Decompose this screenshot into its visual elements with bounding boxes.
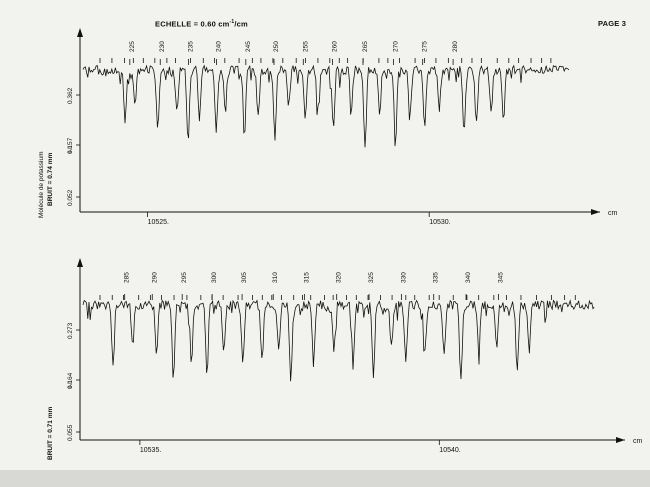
line-number-label: 240 bbox=[216, 41, 223, 52]
line-number-label: 295 bbox=[181, 272, 188, 283]
line-number-label: 325 bbox=[368, 272, 375, 283]
y-tick-label: 0.055 bbox=[67, 424, 74, 441]
x-axis-arrow bbox=[591, 209, 600, 215]
x-axis-arrow bbox=[616, 437, 625, 443]
line-number-label: 345 bbox=[497, 272, 504, 283]
spectrum-trace bbox=[82, 64, 570, 148]
line-number-label: 335 bbox=[433, 272, 440, 283]
line-number-label: 330 bbox=[400, 272, 407, 283]
line-number-label: 230 bbox=[159, 41, 166, 52]
line-number-label: 265 bbox=[362, 41, 369, 52]
page-shadow-edge bbox=[0, 470, 650, 487]
y-tick-label: 0.157 bbox=[67, 137, 74, 154]
x-axis-unit: cm bbox=[608, 210, 618, 217]
line-number-label: 340 bbox=[465, 272, 472, 283]
y-axis-label: I-I bbox=[67, 382, 74, 388]
line-number-label: 250 bbox=[273, 41, 280, 52]
y-axis-arrow bbox=[77, 28, 83, 37]
line-number-label: 245 bbox=[245, 41, 252, 52]
y-tick-label: 0.362 bbox=[67, 87, 74, 104]
x-axis-unit: cm bbox=[633, 438, 643, 445]
spectrum-trace bbox=[82, 299, 595, 382]
line-number-label: 285 bbox=[124, 272, 131, 283]
spectrum-panel-top: cm 0.362 0.157 0.052 I-I 10525. 10530. 225 230 23… bbox=[67, 28, 618, 226]
y-tick-label: 0.164 bbox=[67, 372, 74, 389]
line-number-label: 300 bbox=[211, 272, 218, 283]
line-number-label: 305 bbox=[241, 272, 248, 283]
line-number-label: 320 bbox=[336, 272, 343, 283]
y-tick-label: 0.273 bbox=[67, 322, 74, 339]
line-number-label: 275 bbox=[422, 41, 429, 52]
y-axis-arrow bbox=[77, 258, 83, 267]
x-tick-label: 10530. bbox=[429, 219, 450, 226]
line-number-label: 290 bbox=[151, 272, 158, 283]
line-number-label: 280 bbox=[452, 41, 459, 52]
spectrum-panel-bottom: cm 0.273 0.164 0.055 I-I 10535. 10540. 285 290 29… bbox=[67, 258, 643, 454]
line-number-label: 225 bbox=[129, 41, 136, 52]
page-number: PAGE 3 bbox=[598, 19, 627, 28]
x-tick-label: 10540. bbox=[439, 447, 460, 454]
x-tick-label: 10525. bbox=[148, 219, 169, 226]
line-number-label: 315 bbox=[303, 272, 310, 283]
x-tick-label: 10535. bbox=[140, 447, 161, 454]
line-number-label: 270 bbox=[392, 41, 399, 52]
line-number-label: 235 bbox=[187, 41, 194, 52]
line-number-label: 260 bbox=[332, 41, 339, 52]
line-number-label: 255 bbox=[302, 41, 309, 52]
scale-label: ECHELLE = 0.60 cm-1/cm bbox=[155, 19, 248, 29]
y-tick-label: 0.052 bbox=[67, 189, 74, 206]
y-axis-label: I-I bbox=[67, 147, 74, 153]
line-number-label: 310 bbox=[272, 272, 279, 283]
